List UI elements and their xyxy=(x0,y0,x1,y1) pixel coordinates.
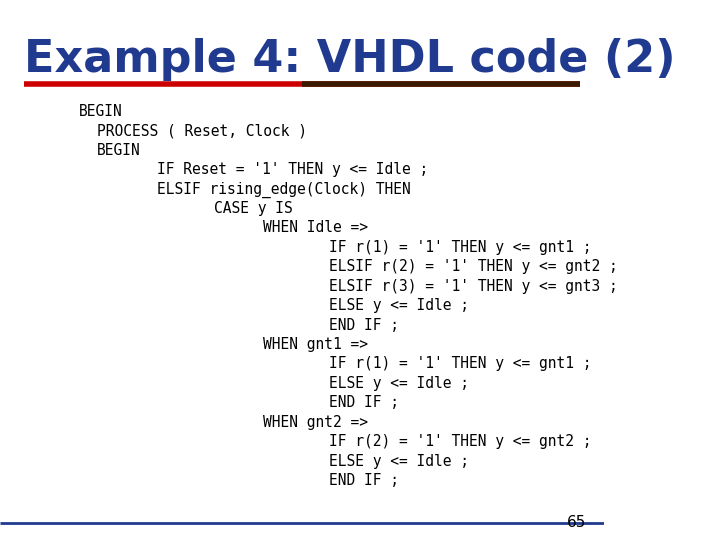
Text: IF Reset = '1' THEN y <= Idle ;: IF Reset = '1' THEN y <= Idle ; xyxy=(157,162,428,177)
Text: ELSIF r(3) = '1' THEN y <= gnt3 ;: ELSIF r(3) = '1' THEN y <= gnt3 ; xyxy=(329,279,618,294)
Text: BEGIN: BEGIN xyxy=(96,143,140,158)
Text: END IF ;: END IF ; xyxy=(329,395,399,410)
Text: BEGIN: BEGIN xyxy=(78,104,122,119)
Text: 65: 65 xyxy=(567,515,586,530)
Text: END IF ;: END IF ; xyxy=(329,473,399,488)
Text: PROCESS ( Reset, Clock ): PROCESS ( Reset, Clock ) xyxy=(96,123,307,138)
Text: ELSIF r(2) = '1' THEN y <= gnt2 ;: ELSIF r(2) = '1' THEN y <= gnt2 ; xyxy=(329,259,618,274)
Text: Example 4: VHDL code (2): Example 4: VHDL code (2) xyxy=(24,38,676,81)
Text: ELSIF rising_edge(Clock) THEN: ELSIF rising_edge(Clock) THEN xyxy=(157,181,411,198)
Text: END IF ;: END IF ; xyxy=(329,318,399,333)
Text: CASE y IS: CASE y IS xyxy=(215,201,293,216)
Text: IF r(2) = '1' THEN y <= gnt2 ;: IF r(2) = '1' THEN y <= gnt2 ; xyxy=(329,434,592,449)
Text: ELSE y <= Idle ;: ELSE y <= Idle ; xyxy=(329,298,469,313)
Text: WHEN gnt2 =>: WHEN gnt2 => xyxy=(263,415,368,430)
Text: ELSE y <= Idle ;: ELSE y <= Idle ; xyxy=(329,454,469,469)
Text: WHEN gnt1 =>: WHEN gnt1 => xyxy=(263,337,368,352)
Text: IF r(1) = '1' THEN y <= gnt1 ;: IF r(1) = '1' THEN y <= gnt1 ; xyxy=(329,356,592,372)
Text: ELSE y <= Idle ;: ELSE y <= Idle ; xyxy=(329,376,469,391)
Text: IF r(1) = '1' THEN y <= gnt1 ;: IF r(1) = '1' THEN y <= gnt1 ; xyxy=(329,240,592,255)
Text: WHEN Idle =>: WHEN Idle => xyxy=(263,220,368,235)
